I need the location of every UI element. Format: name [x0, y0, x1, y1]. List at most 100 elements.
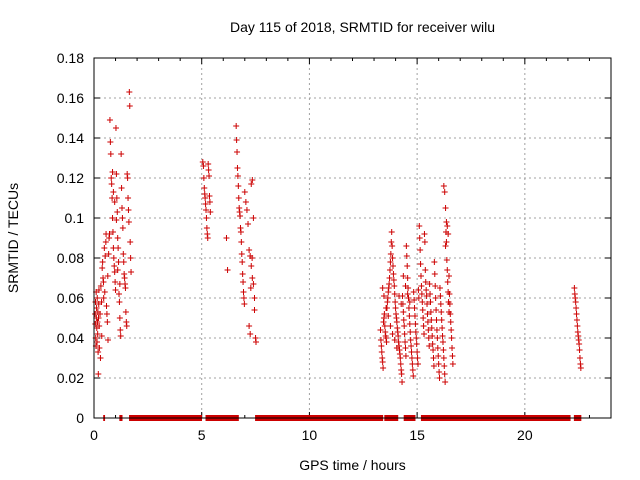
- data-point: [203, 207, 210, 213]
- data-point: [426, 281, 433, 287]
- data-point: [115, 291, 122, 297]
- data-point: [103, 311, 110, 317]
- data-point: [408, 355, 415, 361]
- data-point: [377, 337, 384, 343]
- data-point: [94, 295, 101, 301]
- data-point: [241, 301, 248, 307]
- data-point: [433, 307, 440, 313]
- data-point: [389, 243, 396, 249]
- data-point: [205, 167, 212, 173]
- data-point: [127, 239, 134, 245]
- data-point: [430, 355, 437, 361]
- data-point: [416, 223, 423, 229]
- data-point: [396, 293, 403, 299]
- data-point: [410, 373, 417, 379]
- data-point: [99, 259, 106, 265]
- data-point: [415, 287, 422, 293]
- data-point: [202, 195, 209, 201]
- data-point: [240, 279, 247, 285]
- data-point: [242, 199, 249, 205]
- data-point: [576, 347, 583, 353]
- data-point: [386, 275, 393, 281]
- data-point: [390, 277, 397, 283]
- data-point: [388, 229, 395, 235]
- data-point: [385, 313, 392, 319]
- data-point: [421, 231, 428, 237]
- data-point: [248, 263, 255, 269]
- data-point: [101, 289, 108, 295]
- data-point: [440, 355, 447, 361]
- data-point: [94, 331, 101, 337]
- data-point: [571, 285, 578, 291]
- data-point: [113, 171, 120, 177]
- data-point: [402, 345, 409, 351]
- data-point: [439, 325, 446, 331]
- data-point: [419, 299, 426, 305]
- data-point: [437, 301, 444, 307]
- data-point: [421, 331, 428, 337]
- data-point: [444, 279, 451, 285]
- data-point: [246, 323, 253, 329]
- data-point: [444, 223, 451, 229]
- data-point: [421, 239, 428, 245]
- data-point: [402, 283, 409, 289]
- data-point: [243, 207, 250, 213]
- data-point: [125, 195, 132, 201]
- data-point: [223, 235, 230, 241]
- axis-ticks: 0 0.02 0.04 0.06 0.08 0.1 0.12 0.14 0.16 0.18 0 5 10…: [57, 50, 611, 443]
- data-point: [416, 235, 423, 241]
- data-point: [116, 281, 123, 287]
- data-point: [407, 337, 414, 343]
- data-point: [120, 251, 127, 257]
- data-point: [115, 245, 122, 251]
- data-point: [446, 273, 453, 279]
- data-point: [234, 165, 241, 171]
- data-point: [249, 255, 256, 261]
- data-point: [399, 379, 406, 385]
- data-point: [436, 285, 443, 291]
- data-point: [127, 255, 134, 261]
- data-point: [114, 267, 121, 273]
- data-point: [118, 151, 125, 157]
- data-point: [378, 349, 385, 355]
- data-point: [400, 309, 407, 315]
- data-point: [114, 209, 121, 215]
- data-point: [397, 355, 404, 361]
- data-point: [105, 337, 112, 343]
- data-point: [409, 367, 416, 373]
- data-point: [434, 345, 441, 351]
- data-point: [125, 219, 132, 225]
- data-point: [430, 363, 437, 369]
- data-point: [441, 189, 448, 195]
- data-point: [386, 267, 393, 273]
- data-point: [108, 175, 115, 181]
- data-point: [119, 225, 126, 231]
- y-tick-label: 0.02: [57, 370, 84, 386]
- data-point: [383, 339, 390, 345]
- data-point: [239, 271, 246, 277]
- data-point: [121, 275, 128, 281]
- data-point: [119, 205, 126, 211]
- data-point: [412, 329, 419, 335]
- x-tick-label: 10: [302, 427, 318, 443]
- data-point: [449, 361, 456, 367]
- data-point: [439, 333, 446, 339]
- data-point: [430, 347, 437, 353]
- data-point: [116, 315, 123, 321]
- x-axis-label: GPS time / hours: [299, 457, 406, 473]
- data-point: [418, 283, 425, 289]
- data-point: [409, 361, 416, 367]
- data-point: [386, 281, 393, 287]
- data-point: [200, 175, 207, 181]
- data-point: [408, 343, 415, 349]
- data-point: [429, 341, 436, 347]
- data-point: [435, 361, 442, 367]
- data-point: [433, 317, 440, 323]
- data-point: [118, 185, 125, 191]
- data-point: [411, 305, 418, 311]
- data-point: [122, 285, 129, 291]
- data-point: [412, 321, 419, 327]
- data-point: [112, 125, 119, 131]
